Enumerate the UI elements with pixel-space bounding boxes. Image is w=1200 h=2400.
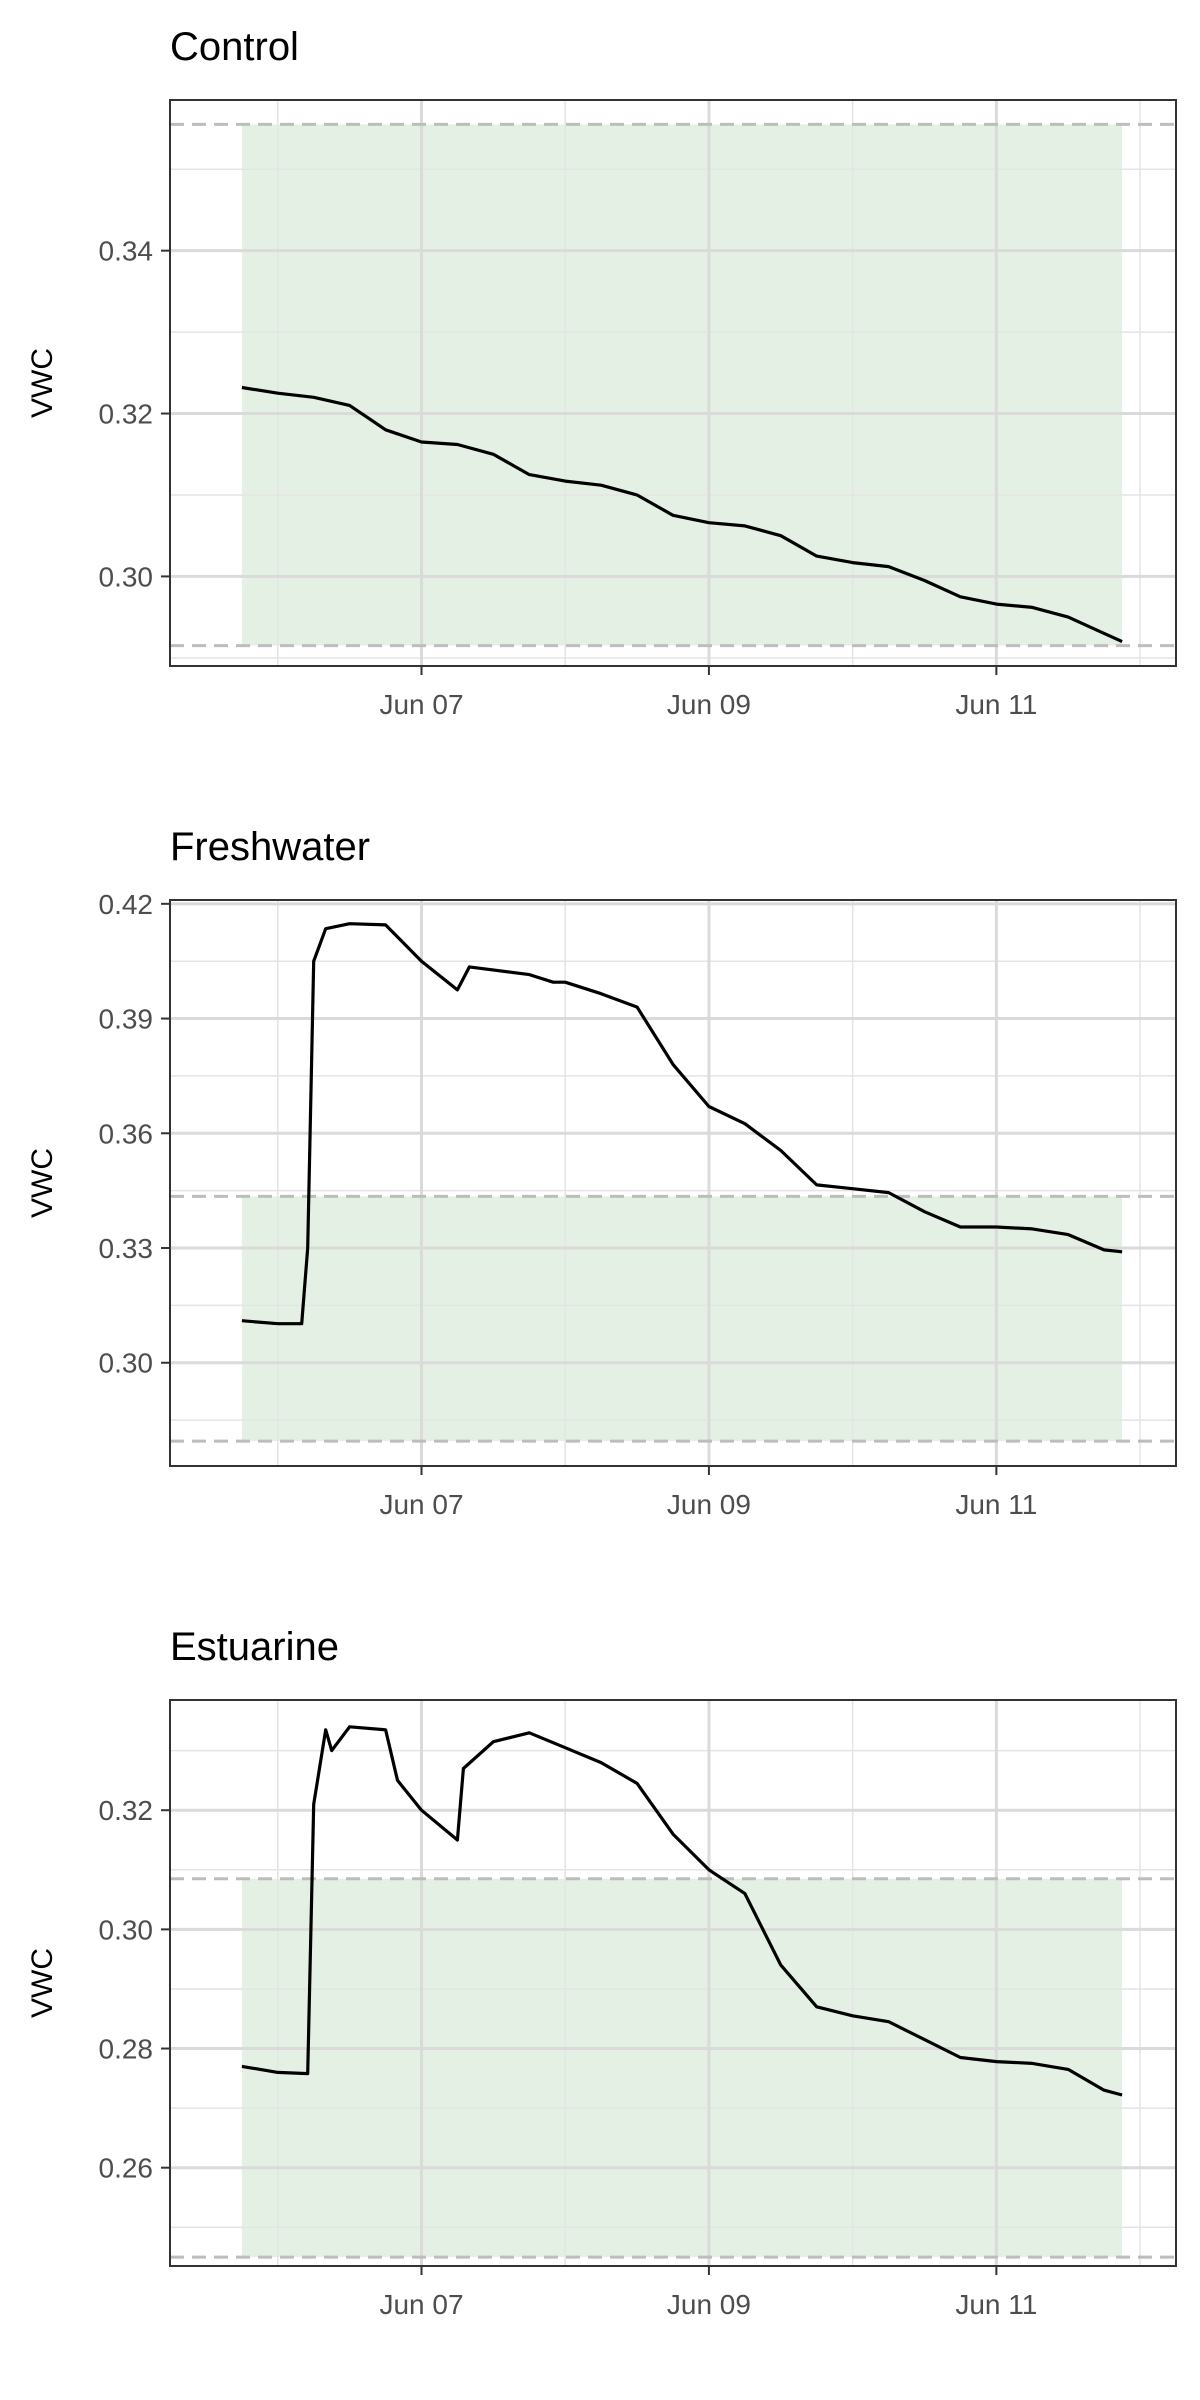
y-tick-label: 0.33 xyxy=(99,1233,154,1264)
y-tick-label: 0.34 xyxy=(99,236,154,267)
panel-border xyxy=(169,1699,1177,2267)
y-tick-label: 0.26 xyxy=(99,2153,154,2184)
x-tick-label: Jun 09 xyxy=(667,1489,751,1520)
y-axis-label: VWC xyxy=(26,1948,59,2018)
series-line xyxy=(241,1725,1123,2097)
x-tick-label: Jun 09 xyxy=(667,2289,751,2320)
panel-title: Estuarine xyxy=(170,1625,339,1669)
panel-title: Control xyxy=(170,25,299,69)
y-tick-label: 0.28 xyxy=(99,2034,154,2065)
y-axis-label: VWC xyxy=(26,348,59,418)
acceptable-range-band xyxy=(241,1878,1123,2258)
y-tick-label: 0.36 xyxy=(99,1118,154,1149)
y-tick-label: 0.42 xyxy=(99,889,154,920)
panel-border xyxy=(169,899,1177,1467)
x-tick-label: Jun 07 xyxy=(379,689,463,720)
series-line xyxy=(241,385,1123,644)
x-tick-label: Jun 11 xyxy=(955,2289,1037,2320)
y-tick-label: 0.30 xyxy=(99,561,154,592)
y-tick-label: 0.32 xyxy=(99,1795,154,1826)
x-tick-label: Jun 11 xyxy=(955,1489,1037,1520)
series-line xyxy=(241,922,1123,1326)
x-tick-label: Jun 07 xyxy=(379,2289,463,2320)
acceptable-range-band xyxy=(241,124,1123,646)
y-tick-label: 0.30 xyxy=(99,1914,154,1945)
y-tick-label: 0.30 xyxy=(99,1348,154,1379)
panel-title: Freshwater xyxy=(170,825,370,869)
y-axis-label: VWC xyxy=(26,1148,59,1218)
x-tick-label: Jun 09 xyxy=(667,689,751,720)
x-tick-label: Jun 11 xyxy=(955,689,1037,720)
acceptable-range-band xyxy=(241,1196,1123,1442)
panel-border xyxy=(169,99,1177,667)
x-tick-label: Jun 07 xyxy=(379,1489,463,1520)
y-tick-label: 0.32 xyxy=(99,399,154,430)
y-tick-label: 0.39 xyxy=(99,1004,154,1035)
